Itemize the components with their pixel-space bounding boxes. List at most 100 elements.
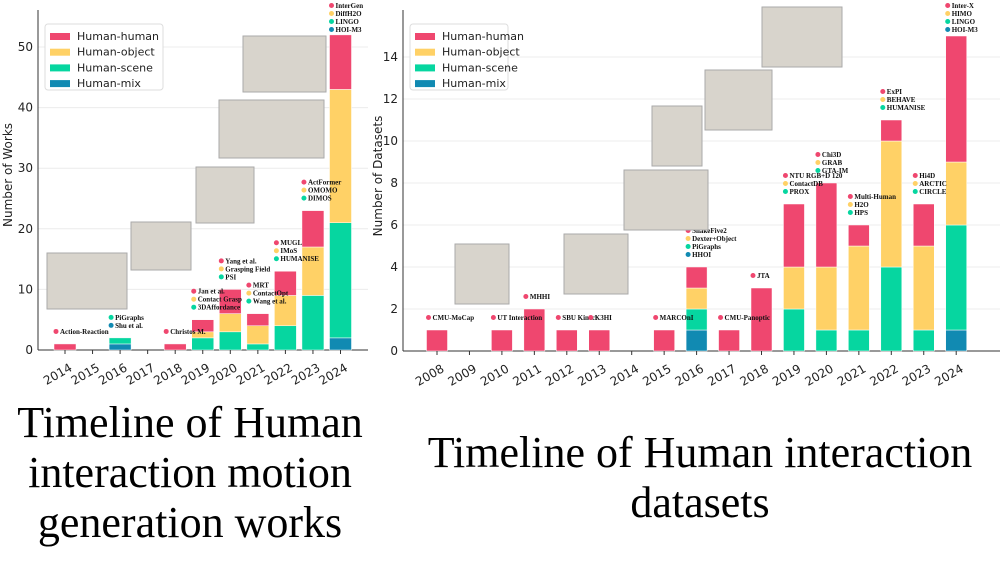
works-bar-human-scene-2022: [274, 325, 297, 351]
datasets-annotation-label: NTU RGB+D 120: [789, 172, 842, 180]
datasets-annotation-label: Dexter+Object: [692, 235, 737, 243]
datasets-bar-human-scene-2020: [815, 329, 838, 352]
datasets-bar-human-object-2022: [880, 140, 903, 268]
datasets-bar-human-human-2016: [685, 266, 708, 289]
datasets-y-tick-label: 14: [383, 50, 398, 64]
datasets-bar-human-object-2024: [945, 161, 967, 226]
works-bar-human-human-2022: [274, 270, 297, 296]
datasets-annotation-label: LINGO: [952, 18, 976, 26]
datasets-x-tick-label: 2020: [802, 361, 835, 388]
datasets-annotation-dot: [847, 202, 853, 207]
datasets-x-tick-label: 2022: [867, 361, 900, 388]
works-annotation-label: Action-Reaction: [60, 328, 109, 336]
datasets-x-tick-label: 2013: [575, 361, 608, 388]
datasets-annotation-dot: [782, 173, 788, 178]
works-x-tick-label: 2024: [317, 360, 350, 387]
works-bar-human-scene-2023: [301, 295, 325, 351]
works-annotation-dot: [329, 3, 334, 8]
datasets-bar-human-human-2015: [653, 329, 675, 352]
datasets-annotation-label: MHHI: [530, 293, 550, 301]
datasets-bar-human-human-2008: [426, 329, 448, 352]
datasets-bar-human-scene-2019: [783, 308, 805, 352]
datasets-x-tick-label: 2023: [900, 361, 933, 388]
works-bar-human-human-2021: [246, 313, 270, 327]
datasets-annotation-dot: [815, 160, 821, 165]
works-annotation-dot: [108, 314, 114, 320]
works-y-tick-label: 0: [25, 343, 33, 357]
works-annotation-dot: [218, 266, 224, 272]
works-annotation-label: Shu et al.: [115, 322, 143, 330]
works-annotation-label: 3DAffordance: [198, 304, 240, 312]
works-legend-swatch-human-scene: [50, 64, 70, 72]
works-annotation-label: Jan et al.: [198, 288, 225, 296]
datasets-annotation-label: UT Interaction: [497, 314, 542, 322]
datasets-annotation-label: CIRCLE: [919, 188, 947, 196]
datasets-thumbnail-image: [704, 69, 773, 131]
works-bar-human-mix-2016: [108, 343, 132, 351]
datasets-annotation-label: PiGraphs: [692, 243, 721, 251]
datasets-bar-human-mix-2016: [685, 329, 708, 352]
works-bar-human-scene-2020: [219, 331, 242, 351]
datasets-bar-human-human-2020: [815, 182, 838, 268]
works-annotation-label: HUMANISE: [280, 255, 319, 263]
works-annotation-dot: [301, 187, 307, 193]
datasets-thumbnail-image: [454, 243, 510, 305]
datasets-annotation-label: Chi3D: [822, 151, 841, 159]
datasets-bar-human-human-2019: [783, 203, 805, 268]
datasets-annotation-dot: [685, 252, 691, 257]
works-annotation-dot: [191, 296, 197, 302]
datasets-bar-human-human-2012: [556, 329, 578, 352]
datasets-annotation-dot: [880, 89, 886, 94]
datasets-x-tick-label: 2012: [543, 361, 576, 388]
datasets-annotation-dot: [750, 273, 756, 278]
datasets-annotation-dot: [880, 105, 886, 110]
datasets-x-tick-label: 2015: [640, 361, 673, 388]
works-annotation-label: Christos M.: [170, 328, 206, 336]
works-y-tick-label: 30: [18, 161, 33, 175]
datasets-annotation-label: HOI-M3: [952, 26, 979, 34]
datasets-annotation-dot: [847, 210, 853, 215]
works-annotation-dot: [273, 248, 279, 254]
datasets-annotation-dot: [912, 181, 918, 186]
datasets-y-tick-label: 12: [383, 92, 398, 106]
datasets-annotation-dot: [782, 181, 788, 186]
works-annotation-label: MRT: [253, 282, 269, 290]
works-bar-human-scene-2016: [108, 337, 132, 345]
works-bar-human-scene-2024: [329, 222, 352, 339]
works-bar-human-mix-2024: [329, 337, 352, 351]
datasets-annotation-label: SBU Kinect: [562, 314, 598, 322]
works-annotation-label: DIMOS: [308, 195, 332, 203]
works-annotation-label: Contact Grasp: [198, 296, 242, 304]
datasets-annotation-label: HHOI: [692, 251, 711, 259]
works-legend-swatch-human-human: [50, 33, 70, 40]
datasets-annotation-label: Hi4D: [919, 172, 935, 180]
works-y-tick-label: 20: [18, 222, 33, 236]
datasets-annotation-dot: [880, 97, 886, 102]
datasets-legend-swatch-human-mix: [415, 80, 435, 88]
datasets-annotation-label: JTA: [757, 272, 770, 280]
datasets-annotation-label: BEHAVE: [887, 96, 916, 104]
works-annotation-dot: [191, 304, 197, 310]
works-annotation-dot: [191, 288, 197, 294]
left-chart-title: Timeline of Human interaction motion gen…: [17, 398, 363, 547]
datasets-thumbnail-image: [623, 169, 709, 231]
works-thumbnail-image: [242, 35, 327, 93]
datasets-legend-label: Human-human: [442, 30, 524, 43]
works-bar-human-object-2021: [246, 325, 270, 345]
datasets-x-tick-label: 2024: [932, 361, 965, 388]
datasets-annotation-dot: [782, 189, 788, 194]
datasets-annotation-dot: [912, 189, 918, 194]
datasets-annotation-dot: [718, 315, 724, 320]
datasets-annotation-label: CMU-Panoptic: [725, 314, 771, 322]
works-annotation-label: Wang et al.: [253, 298, 287, 306]
works-y-axis-label: Number of Works: [1, 123, 15, 227]
datasets-bar-human-scene-2021: [848, 329, 870, 352]
datasets-y-tick-label: 4: [390, 260, 398, 274]
datasets-x-tick-label: 2009: [445, 361, 478, 388]
works-annotation-label: Yang et al.: [225, 257, 257, 265]
works-bar-human-object-2020: [219, 313, 242, 333]
datasets-annotation-label: H2O: [854, 201, 869, 209]
datasets-x-tick-label: 2016: [673, 361, 706, 388]
works-annotation-label: LINGO: [336, 18, 360, 26]
